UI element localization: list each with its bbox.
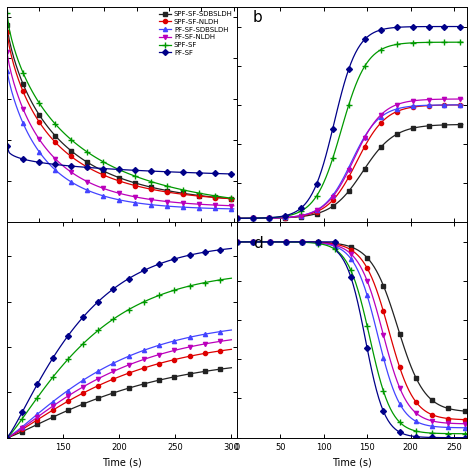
SPF-SF-SDBSLDH [231, 196, 237, 202]
Line: SPF-SF-SDBSLDH: SPF-SF-SDBSLDH [5, 23, 236, 201]
PF-SF [47, 161, 53, 167]
SPF-SF-NLDH [219, 195, 225, 201]
PF-SF-NLDH [57, 160, 63, 166]
SPF-SF-SDBSLDH [121, 176, 127, 182]
Text: d: d [253, 236, 263, 251]
PF-SF [57, 162, 63, 168]
SPF-SF-NLDH [4, 29, 10, 35]
SPF-SF-NLDH [57, 144, 63, 149]
PF-SF-SDBSLDH [231, 206, 237, 212]
X-axis label: Time (s): Time (s) [332, 457, 372, 467]
SPF-SF-NLDH [121, 180, 127, 185]
SPF-SF [212, 193, 218, 199]
PF-SF-NLDH [231, 203, 237, 209]
SPF-SF-SDBSLDH [212, 194, 218, 200]
SPF-SF-SDBSLDH [47, 128, 53, 133]
PF-SF [231, 171, 237, 177]
PF-SF-NLDH [212, 202, 218, 208]
PF-SF-SDBSLDH [219, 206, 225, 211]
PF-SF [212, 171, 218, 176]
Line: PF-SF-NLDH: PF-SF-NLDH [5, 50, 236, 208]
SPF-SF-NLDH [47, 134, 53, 140]
PF-SF-SDBSLDH [139, 201, 145, 207]
PF-SF-SDBSLDH [212, 206, 218, 211]
SPF-SF-NLDH [139, 184, 145, 190]
SPF-SF-SDBSLDH [57, 137, 63, 143]
SPF-SF-SDBSLDH [139, 182, 145, 188]
PF-SF-SDBSLDH [57, 171, 63, 176]
SPF-SF [4, 10, 10, 16]
Line: SPF-SF-NLDH: SPF-SF-NLDH [5, 29, 236, 201]
SPF-SF-NLDH [212, 195, 218, 201]
SPF-SF-SDBSLDH [4, 23, 10, 28]
Line: SPF-SF: SPF-SF [4, 10, 237, 201]
SPF-SF [219, 194, 225, 200]
Line: PF-SF-SDBSLDH: PF-SF-SDBSLDH [5, 68, 236, 211]
PF-SF-NLDH [47, 151, 53, 156]
SPF-SF [231, 196, 237, 201]
PF-SF-NLDH [219, 202, 225, 208]
SPF-SF-NLDH [231, 196, 237, 202]
PF-SF-SDBSLDH [47, 163, 53, 168]
SPF-SF-SDBSLDH [219, 195, 225, 201]
Line: PF-SF: PF-SF [5, 144, 236, 176]
Text: b: b [253, 10, 263, 25]
Legend: SPF-SF-SDBSLDH, SPF-SF-NLDH, PF-SF-SDBSLDH, PF-SF-NLDH, SPF-SF, PF-SF: SPF-SF-SDBSLDH, SPF-SF-NLDH, PF-SF-SDBSL… [158, 10, 234, 56]
SPF-SF [121, 169, 127, 174]
PF-SF-NLDH [4, 49, 10, 55]
SPF-SF [139, 176, 145, 182]
PF-SF [4, 144, 10, 149]
PF-SF-SDBSLDH [4, 68, 10, 73]
SPF-SF [47, 116, 53, 121]
X-axis label: Time (s): Time (s) [102, 457, 142, 467]
PF-SF [219, 171, 225, 176]
PF-SF-NLDH [121, 191, 127, 197]
PF-SF [121, 167, 127, 173]
SPF-SF [57, 126, 63, 132]
PF-SF-NLDH [139, 195, 145, 201]
PF-SF-SDBSLDH [121, 198, 127, 203]
PF-SF [139, 168, 145, 173]
